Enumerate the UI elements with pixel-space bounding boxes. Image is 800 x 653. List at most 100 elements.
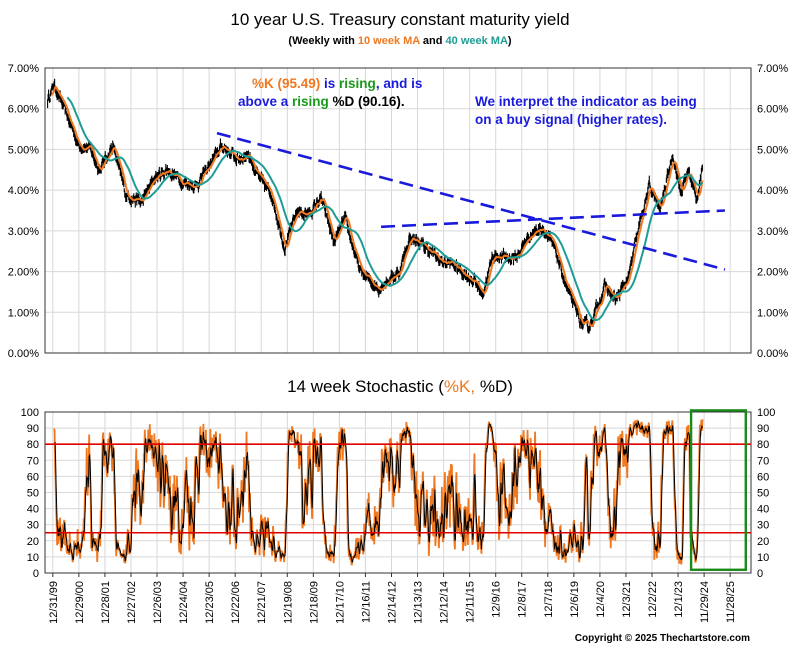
x-tick-label: 12/22/06 bbox=[230, 581, 242, 624]
bottom-y-tick-label: 10 bbox=[27, 552, 39, 564]
top-y-tick-label: 6.00% bbox=[8, 104, 39, 116]
note-run: rising bbox=[339, 76, 376, 91]
top-y-axis-ticks: 0.00% 1.00% 2.00% 3.00% 4.00% 5.00% 6.00% 7.00% bbox=[8, 63, 39, 360]
x-tick-label: 12/17/10 bbox=[334, 581, 346, 624]
bottom-y-axis-ticks-right: 0 10 20 30 40 50 60 70 80 90 100 bbox=[757, 407, 775, 580]
k-label: %K, bbox=[444, 377, 475, 396]
top-y-tick-label: 4.00% bbox=[8, 185, 39, 197]
bottom-y-tick-label-right: 60 bbox=[757, 471, 769, 483]
top-y-tick-label-right: 6.00% bbox=[757, 104, 788, 116]
top-series-layer bbox=[47, 78, 704, 334]
bottom-y-tick-label-right: 10 bbox=[757, 552, 769, 564]
ma40-label: 40 week MA bbox=[446, 35, 508, 47]
series-40-week-ma bbox=[66, 96, 704, 322]
x-tick-label: 12/2/22 bbox=[647, 581, 659, 618]
bottom-chart-title: 14 week Stochastic (%K, %D) bbox=[287, 377, 513, 396]
top-y-tick-label: 2.00% bbox=[8, 267, 39, 279]
bottom-y-tick-label-right: 50 bbox=[757, 488, 769, 500]
bottom-y-tick-label-right: 80 bbox=[757, 439, 769, 451]
x-tick-label: 12/11/15 bbox=[465, 581, 477, 623]
x-tick-label: 12/14/12 bbox=[386, 581, 398, 624]
top-y-tick-label-right: 5.00% bbox=[757, 144, 788, 156]
trendlines-layer bbox=[216, 131, 726, 271]
bottom-plot-frame bbox=[44, 411, 752, 574]
top-y-tick-label-right: 2.00% bbox=[757, 267, 788, 279]
x-tick-label: 12/26/03 bbox=[152, 581, 164, 624]
note-run: %D (90.16). bbox=[329, 94, 405, 109]
bottom-y-tick-label: 100 bbox=[21, 407, 39, 419]
top-plot-frame bbox=[44, 67, 752, 354]
bottom-y-tick-label: 50 bbox=[27, 488, 39, 500]
x-tick-label: 12/28/01 bbox=[100, 581, 112, 624]
note-run: is bbox=[320, 76, 339, 91]
bottom-y-tick-label: 70 bbox=[27, 455, 39, 467]
top-y-tick-label-right: 4.00% bbox=[757, 185, 788, 197]
note-run: %K (95.49) bbox=[252, 76, 320, 91]
x-tick-label: 12/4/20 bbox=[595, 581, 607, 618]
d-label: %D bbox=[480, 377, 507, 396]
top-y-tick-label: 7.00% bbox=[8, 63, 39, 75]
note-right-line-2: on a buy signal (higher rates). bbox=[475, 112, 667, 127]
bottom-y-tick-label-right: 0 bbox=[757, 568, 763, 580]
x-tick-label: 11/29/24 bbox=[699, 581, 711, 623]
top-y-tick-label-right: 0.00% bbox=[757, 348, 788, 360]
x-tick-label: 12/29/00 bbox=[74, 581, 86, 624]
bottom-y-tick-label-right: 100 bbox=[757, 407, 775, 419]
x-tick-label: 12/13/13 bbox=[413, 581, 425, 624]
bottom-y-tick-label-right: 90 bbox=[757, 423, 769, 435]
bottom-y-tick-label-right: 20 bbox=[757, 536, 769, 548]
bottom-y-tick-label: 20 bbox=[27, 536, 39, 548]
note-run: above a bbox=[238, 94, 292, 109]
bottom-y-tick-label: 90 bbox=[27, 423, 39, 435]
top-y-tick-label: 0.00% bbox=[8, 348, 39, 360]
x-tick-label: 12/21/07 bbox=[256, 581, 268, 624]
top-y-tick-label: 3.00% bbox=[8, 226, 39, 238]
top-y-tick-label-right: 3.00% bbox=[757, 226, 788, 238]
x-axis-ticks: 12/31/99 12/29/00 12/28/01 12/27/02 12/26/03… bbox=[48, 573, 737, 624]
x-tick-label: 12/31/99 bbox=[48, 581, 60, 624]
x-tick-label: 12/12/14 bbox=[439, 581, 451, 624]
x-tick-label: 12/18/09 bbox=[308, 581, 320, 624]
top-y-tick-label-right: 7.00% bbox=[757, 63, 788, 75]
highlight-layer bbox=[689, 409, 747, 571]
bottom-y-tick-label: 80 bbox=[27, 439, 39, 451]
trendline bbox=[381, 209, 726, 229]
bottom-y-tick-label: 60 bbox=[27, 471, 39, 483]
x-tick-label: 12/8/17 bbox=[517, 581, 529, 618]
bottom-y-tick-label: 40 bbox=[27, 504, 39, 516]
x-tick-label: 12/6/19 bbox=[569, 581, 581, 618]
top-chart-title: 10 year U.S. Treasury constant maturity … bbox=[230, 10, 569, 29]
note-run: rising bbox=[292, 94, 329, 109]
trendline bbox=[216, 131, 726, 271]
bottom-y-tick-label-right: 40 bbox=[757, 504, 769, 516]
top-y-tick-label: 5.00% bbox=[8, 144, 39, 156]
bottom-y-axis-ticks: 0 10 20 30 40 50 60 70 80 90 100 bbox=[21, 407, 39, 580]
top-chart-subtitle: (Weekly with 10 week MA and 40 week MA) bbox=[288, 35, 512, 47]
top-y-tick-label-right: 1.00% bbox=[757, 307, 788, 319]
bottom-y-tick-label: 0 bbox=[33, 568, 39, 580]
x-tick-label: 11/28/25 bbox=[725, 581, 737, 623]
top-y-axis-ticks-right: 0.00% 1.00% 2.00% 3.00% 4.00% 5.00% 6.00% 7.00% bbox=[757, 63, 788, 360]
bottom-y-tick-label-right: 70 bbox=[757, 455, 769, 467]
note-run: , and is bbox=[376, 76, 423, 91]
ma10-label: 10 week MA bbox=[358, 35, 420, 47]
note-left-line-1: %K (95.49) is rising, and is bbox=[252, 76, 422, 91]
x-tick-label: 12/19/08 bbox=[282, 581, 294, 624]
x-tick-label: 12/27/02 bbox=[126, 581, 138, 624]
bottom-y-tick-label-right: 30 bbox=[757, 520, 769, 532]
x-tick-label: 12/16/11 bbox=[360, 581, 372, 623]
level-lines-layer bbox=[45, 443, 751, 534]
note-right-line-1: We interpret the indicator as being bbox=[475, 94, 697, 109]
x-tick-label: 12/3/21 bbox=[621, 581, 633, 618]
copyright-text: Copyright © 2025 Thechartstore.com bbox=[575, 633, 750, 644]
bottom-y-tick-label: 30 bbox=[27, 520, 39, 532]
top-y-tick-label: 1.00% bbox=[8, 307, 39, 319]
x-tick-label: 12/7/18 bbox=[543, 581, 555, 618]
x-tick-label: 12/9/16 bbox=[491, 581, 503, 618]
x-tick-label: 12/24/04 bbox=[178, 581, 190, 624]
x-tick-label: 12/23/05 bbox=[204, 581, 216, 624]
highlight-box bbox=[689, 409, 747, 571]
series-10-week-ma bbox=[51, 85, 704, 328]
note-left-line-2: above a rising %D (90.16). bbox=[238, 94, 405, 109]
